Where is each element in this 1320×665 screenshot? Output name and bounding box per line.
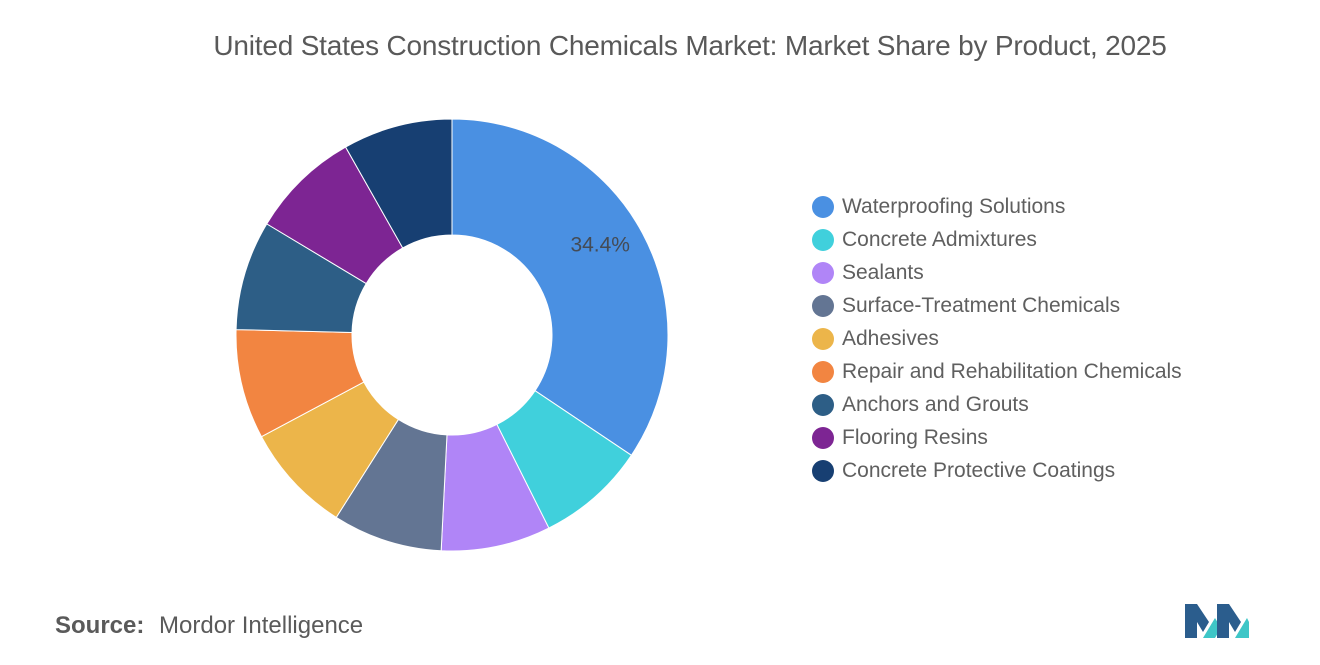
legend-item-concrete-protective-coatings: Concrete Protective Coatings (812, 454, 1182, 487)
legend-label: Adhesives (842, 326, 939, 350)
legend-label: Concrete Admixtures (842, 227, 1037, 251)
legend-label: Repair and Rehabilitation Chemicals (842, 359, 1182, 383)
legend-label: Concrete Protective Coatings (842, 458, 1116, 482)
legend-swatch-icon (812, 261, 834, 284)
source-label: Source: (55, 612, 145, 639)
legend-swatch-icon (812, 228, 834, 251)
legend-swatch-icon (812, 195, 834, 218)
slice-concrete-protective-coatings (344, 118, 453, 249)
legend-label: Waterproofing Solutions (842, 194, 1066, 218)
legend-item-adhesives: Adhesives (812, 322, 1182, 355)
data-label-waterproofing-solutions: 34.4% (570, 233, 630, 256)
legend-item-flooring-resins: Flooring Resins (812, 421, 1182, 454)
legend-label: Anchors and Grouts (842, 392, 1029, 416)
legend-item-sealants: Sealants (812, 256, 1182, 289)
legend-label: Surface-Treatment Chemicals (842, 293, 1121, 317)
legend-swatch-icon (812, 459, 834, 482)
legend-item-surface-treatment-chemicals: Surface-Treatment Chemicals (812, 289, 1182, 322)
legend-swatch-icon (812, 393, 834, 416)
chart-title: United States Construction Chemicals Mar… (213, 30, 1167, 61)
chart-legend: Waterproofing Solutions Concrete Admixtur… (812, 190, 1182, 487)
legend-swatch-icon (812, 327, 834, 350)
legend-item-anchors-and-grouts: Anchors and Grouts (812, 388, 1182, 421)
legend-swatch-icon (812, 294, 834, 317)
legend-swatch-icon (812, 360, 834, 383)
source-value: Mordor Intelligence (159, 612, 364, 639)
legend-label: Flooring Resins (842, 425, 988, 449)
legend-item-repair-and-rehabilitation-chemicals: Repair and Rehabilitation Chemicals (812, 355, 1182, 388)
mordor-intelligence-logo-icon (1185, 604, 1249, 638)
legend-item-waterproofing-solutions: Waterproofing Solutions (812, 190, 1182, 223)
legend-label: Sealants (842, 260, 924, 284)
slice-waterproofing-solutions (451, 118, 669, 456)
source-attribution: Source: Mordor Intelligence (55, 612, 363, 640)
legend-item-concrete-admixtures: Concrete Admixtures (812, 223, 1182, 256)
legend-swatch-icon (812, 426, 834, 449)
